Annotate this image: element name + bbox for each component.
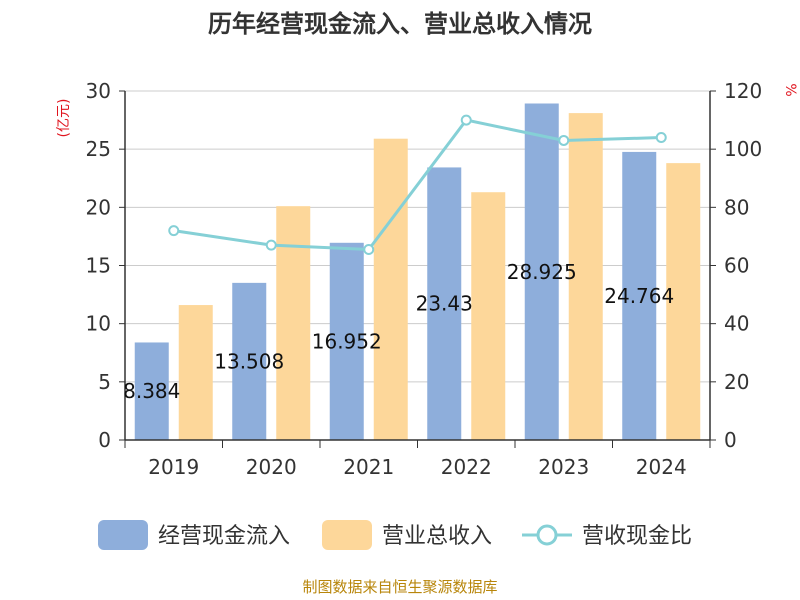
bar-total-revenue <box>666 163 701 441</box>
ratio-point <box>558 134 570 146</box>
bar-operating-cash-inflow <box>329 242 364 440</box>
bar-operating-cash-inflow <box>622 151 657 440</box>
y-right-tick-label: 100 <box>724 137 762 161</box>
y-left-tick-label: 5 <box>98 370 111 394</box>
bar-data-label: 23.43 <box>416 292 473 316</box>
bar-data-label: 13.508 <box>214 349 284 373</box>
ratio-point <box>363 244 375 256</box>
y-left-tick-label: 30 <box>86 79 111 103</box>
bar-total-revenue <box>373 138 408 441</box>
bar-operating-cash-inflow <box>232 282 267 440</box>
bar-operating-cash-inflow <box>427 167 462 440</box>
legend: 经营现金流入 营业总收入 营收现金比 <box>98 520 692 550</box>
y-right-tick-label: 0 <box>724 428 737 452</box>
y-right-tick-label: 40 <box>724 312 749 336</box>
y-left-unit-label: (亿元) <box>56 99 72 138</box>
y-left-tick-label: 0 <box>98 428 111 452</box>
grid-lines <box>125 90 710 441</box>
legend-operating-cash-inflow-label: 经营现金流入 <box>158 524 290 549</box>
bar-data-label: 28.925 <box>507 260 577 284</box>
x-tick-label: 2022 <box>441 455 492 479</box>
ratio-point <box>655 132 667 144</box>
bar-total-revenue <box>471 192 506 440</box>
ratio-line-path <box>173 118 662 252</box>
chart-title: 历年经营现金流入、营业总收入情况 <box>208 10 592 38</box>
legend-operating-cash-inflow-swatch <box>98 520 148 550</box>
y-right-unit-label: % <box>782 83 798 96</box>
source-note: 制图数据来自恒生聚源数据库 <box>302 578 497 596</box>
bar-data-label: 8.384 <box>123 379 180 403</box>
y-right-tick-label: 20 <box>724 370 749 394</box>
y-right-tick-label: 120 <box>724 79 762 103</box>
ratio-point <box>265 239 277 251</box>
y-left-tick-label: 20 <box>86 195 111 219</box>
x-tick-label: 2019 <box>148 455 199 479</box>
x-tick-label: 2023 <box>538 455 589 479</box>
bar-data-label: 24.764 <box>604 284 674 308</box>
legend-total-revenue-label: 营业总收入 <box>382 524 492 549</box>
y-left-tick-label: 10 <box>86 312 111 336</box>
legend-ratio-swatch-marker <box>536 524 558 546</box>
y-right-tick-label: 80 <box>724 195 749 219</box>
bar-total-revenue <box>178 305 213 440</box>
ratio-line <box>168 114 667 256</box>
legend-total-revenue-swatch <box>322 520 372 550</box>
ratio-point <box>168 225 180 237</box>
ratio-point <box>460 114 472 126</box>
bar-labels: 8.384 13.508 16.952 23.43 28.925 24.764 <box>123 260 674 403</box>
y-left-tick-label: 15 <box>86 254 111 278</box>
x-tick-label: 2020 <box>246 455 297 479</box>
bar-total-revenue <box>568 113 603 440</box>
x-tick-label: 2021 <box>343 455 394 479</box>
axes: 0 5 10 15 20 25 30 0 20 40 60 80 100 120 2019 2020 2021 2… <box>86 79 763 479</box>
bar-operating-cash-inflow <box>524 103 559 441</box>
legend-ratio-label: 营收现金比 <box>582 524 692 549</box>
x-tick-label: 2024 <box>636 455 687 479</box>
bar-data-label: 16.952 <box>312 329 382 353</box>
y-left-tick-label: 25 <box>86 137 111 161</box>
y-right-tick-label: 60 <box>724 254 749 278</box>
bars <box>134 103 701 441</box>
bar-operating-cash-inflow <box>134 342 169 440</box>
bar-total-revenue <box>276 206 311 440</box>
